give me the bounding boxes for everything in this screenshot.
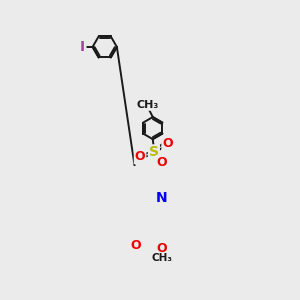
Text: CH₃: CH₃	[151, 254, 172, 263]
Text: O: O	[135, 150, 146, 163]
Text: S: S	[149, 146, 159, 159]
Text: O: O	[162, 136, 173, 149]
Text: O: O	[156, 156, 167, 169]
Text: N: N	[156, 191, 167, 205]
Text: I: I	[80, 40, 85, 54]
Text: O: O	[156, 242, 167, 255]
Text: CH₃: CH₃	[136, 100, 158, 110]
Text: O: O	[130, 238, 141, 252]
